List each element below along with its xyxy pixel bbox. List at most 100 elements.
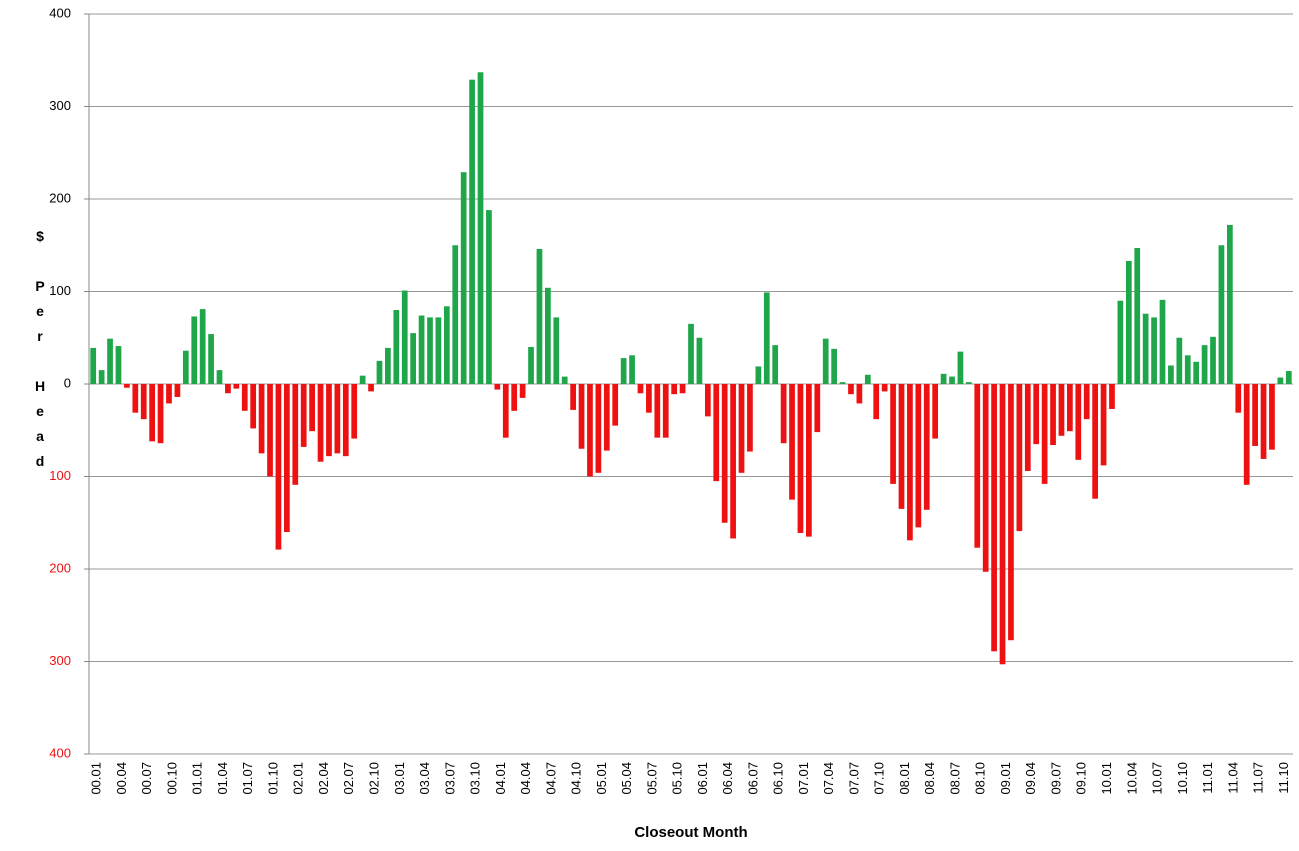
bar xyxy=(452,245,459,384)
bar xyxy=(275,384,282,550)
bar xyxy=(267,384,273,477)
bar xyxy=(730,384,736,539)
bar xyxy=(511,384,518,411)
x-tick-label: 00.01 xyxy=(89,762,104,795)
bar xyxy=(991,384,997,652)
bar xyxy=(881,384,888,392)
bar xyxy=(982,384,989,572)
bar xyxy=(368,384,374,392)
bar xyxy=(923,384,930,510)
bar xyxy=(629,355,635,384)
bar xyxy=(191,316,198,384)
x-tick-label: 02.07 xyxy=(341,762,356,795)
bar xyxy=(1201,345,1208,384)
bar xyxy=(385,347,391,384)
bar xyxy=(225,384,231,394)
x-tick-label: 11.04 xyxy=(1225,762,1240,794)
bar xyxy=(359,375,366,384)
x-tick-label: 00.10 xyxy=(164,762,179,795)
x-tick-label: 01.04 xyxy=(215,762,230,795)
y-tick-label: 300 xyxy=(49,653,71,668)
bar xyxy=(603,384,610,451)
bar xyxy=(132,384,139,413)
bar xyxy=(561,376,568,384)
bar xyxy=(848,384,854,395)
x-tick-label: 08.07 xyxy=(947,762,962,795)
bar xyxy=(545,287,551,384)
bar xyxy=(1184,355,1191,384)
bar xyxy=(1159,299,1166,384)
x-tick-label: 01.07 xyxy=(240,762,255,795)
bar xyxy=(351,384,358,439)
bar xyxy=(780,384,787,444)
x-tick-label: 08.01 xyxy=(897,762,912,795)
x-tick-label: 10.01 xyxy=(1099,762,1114,795)
bar xyxy=(856,384,863,404)
bar xyxy=(1226,224,1233,384)
x-tick-label: 10.07 xyxy=(1150,762,1165,795)
bar xyxy=(418,315,425,384)
x-tick-label: 07.01 xyxy=(796,762,811,795)
bar xyxy=(460,172,467,384)
x-tick-label: 04.01 xyxy=(493,762,508,795)
bar xyxy=(1243,384,1250,485)
bar xyxy=(1109,384,1115,409)
bar xyxy=(174,384,181,397)
bar xyxy=(806,384,812,537)
bar xyxy=(713,384,720,482)
bar xyxy=(309,384,315,432)
bar xyxy=(124,384,130,388)
bar xyxy=(772,345,779,384)
bar xyxy=(283,384,290,532)
x-tick-label: 06.01 xyxy=(695,762,710,795)
bar xyxy=(620,358,627,384)
x-tick-label: 00.07 xyxy=(139,762,154,795)
x-tick-label: 05.04 xyxy=(619,762,634,795)
x-tick-label: 01.10 xyxy=(265,762,280,795)
bar xyxy=(637,384,644,394)
bar xyxy=(1008,384,1014,641)
bar xyxy=(957,351,964,384)
x-tick-label: 00.04 xyxy=(114,762,129,795)
x-tick-label: 06.10 xyxy=(771,762,786,795)
y-tick-label: 400 xyxy=(49,745,71,760)
bar xyxy=(1176,337,1183,384)
y-tick-label: 100 xyxy=(49,283,71,298)
bar xyxy=(1092,384,1099,499)
x-tick-label: 11.07 xyxy=(1251,762,1266,794)
bar xyxy=(721,384,728,523)
x-tick-label: 04.07 xyxy=(543,762,558,795)
x-tick-label: 03.07 xyxy=(442,762,457,795)
bar xyxy=(907,384,913,541)
x-tick-label: 07.07 xyxy=(846,762,861,795)
x-tick-label: 09.10 xyxy=(1074,762,1089,795)
bar xyxy=(292,384,299,485)
bar xyxy=(140,384,147,420)
bar xyxy=(587,384,593,477)
bar xyxy=(300,384,307,447)
bar xyxy=(536,248,543,384)
bar xyxy=(612,384,619,426)
bar xyxy=(166,384,172,404)
bar xyxy=(553,317,560,384)
bar xyxy=(671,384,678,395)
x-tick-label: 11.01 xyxy=(1200,762,1215,794)
x-tick-label: 07.04 xyxy=(821,762,836,795)
bar xyxy=(814,384,821,433)
bar xyxy=(1277,377,1284,384)
bar xyxy=(1134,248,1141,384)
bar xyxy=(965,382,972,384)
x-tick-label: 10.10 xyxy=(1175,762,1190,795)
bar xyxy=(443,306,450,384)
bar xyxy=(1260,384,1267,459)
bar xyxy=(435,317,442,384)
bar xyxy=(688,323,694,384)
bar xyxy=(797,384,804,533)
bar xyxy=(831,348,837,384)
bar xyxy=(1235,384,1242,413)
bar xyxy=(679,384,686,394)
bar xyxy=(1151,317,1157,384)
bar xyxy=(427,317,433,384)
x-tick-label: 09.01 xyxy=(998,762,1013,795)
x-tick-label: 02.01 xyxy=(291,762,306,795)
